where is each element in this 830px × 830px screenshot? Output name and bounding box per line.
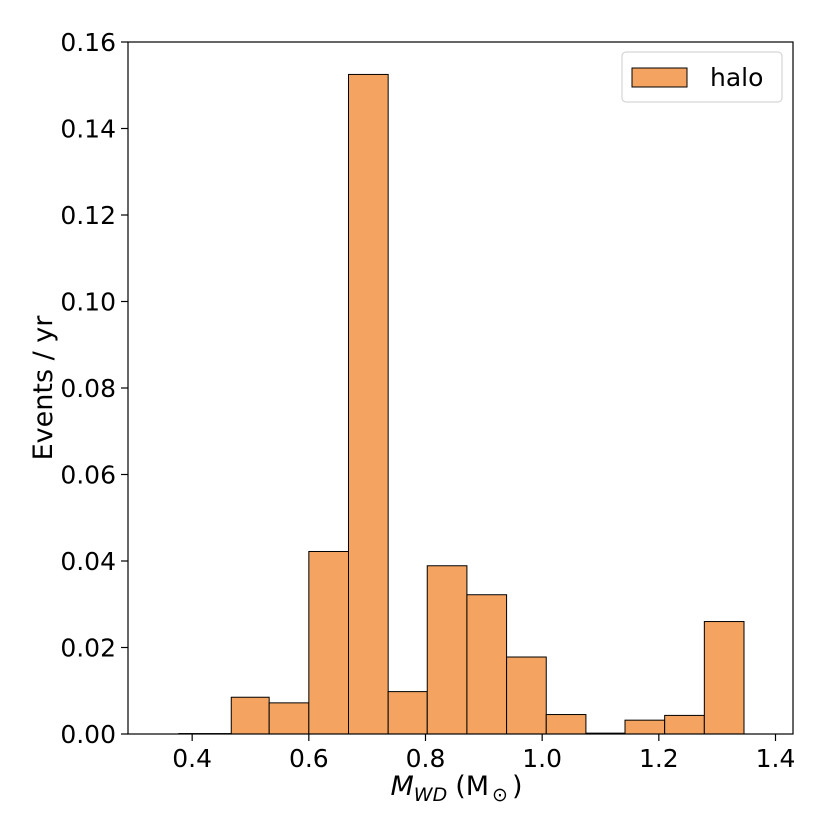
x-axis-ticks: 0.4 0.6 0.8 1.0 1.2 1.4	[172, 734, 795, 773]
y-axis-label: Events / yr	[28, 315, 59, 461]
x-axis-label-subscript: WD	[414, 784, 447, 806]
x-axis-label-close: )	[512, 771, 523, 802]
y-tick-label: 0.08	[60, 374, 116, 403]
x-axis-label: MWD (M ⊙)	[390, 771, 522, 806]
histogram-bar-2	[268, 702, 310, 735]
histogram-bar-3	[308, 550, 350, 735]
x-tick-label: 1.0	[522, 744, 562, 773]
y-axis-ticks: 0.00 0.02 0.04 0.06 0.08 0.10 0.12 0.14 0.16	[60, 28, 128, 749]
y-tick-label: 0.16	[60, 28, 116, 57]
x-tick-label: 0.4	[172, 744, 212, 773]
x-axis-label-unit: (M	[455, 771, 489, 802]
y-tick-label: 0.14	[60, 115, 116, 144]
plot-frame	[127, 41, 794, 735]
y-tick-label: 0.06	[60, 461, 116, 490]
x-tick-label: 0.6	[289, 744, 329, 773]
histogram-bar-8	[506, 656, 547, 735]
bars-group	[178, 73, 745, 735]
y-tick-label: 0.00	[60, 720, 116, 749]
histogram-bar-13	[703, 621, 745, 735]
x-axis-label-symbol: M	[390, 771, 413, 802]
legend: halo	[621, 51, 783, 103]
y-tick-label: 0.10	[60, 288, 116, 317]
histogram-bar-1	[230, 696, 270, 735]
x-axis-label-unit-subscript: ⊙	[492, 784, 508, 806]
histogram-bar-9	[545, 714, 587, 735]
histogram-bar-6	[426, 565, 468, 735]
histogram-bar-7	[466, 594, 508, 735]
x-tick-label: 1.2	[639, 744, 679, 773]
legend-box	[621, 51, 783, 103]
x-tick-label: 1.4	[756, 744, 796, 773]
legend-swatch	[631, 67, 688, 88]
x-tick-label: 0.8	[406, 744, 446, 773]
y-tick-label: 0.02	[60, 634, 116, 663]
legend-label: halo	[710, 63, 763, 92]
histogram-bar-12	[664, 714, 705, 735]
y-tick-label: 0.04	[60, 547, 116, 576]
histogram-bar-5	[387, 691, 428, 735]
y-tick-label: 0.12	[60, 201, 116, 230]
histogram-bar-4	[348, 73, 389, 735]
histogram-bar-11	[624, 719, 666, 735]
